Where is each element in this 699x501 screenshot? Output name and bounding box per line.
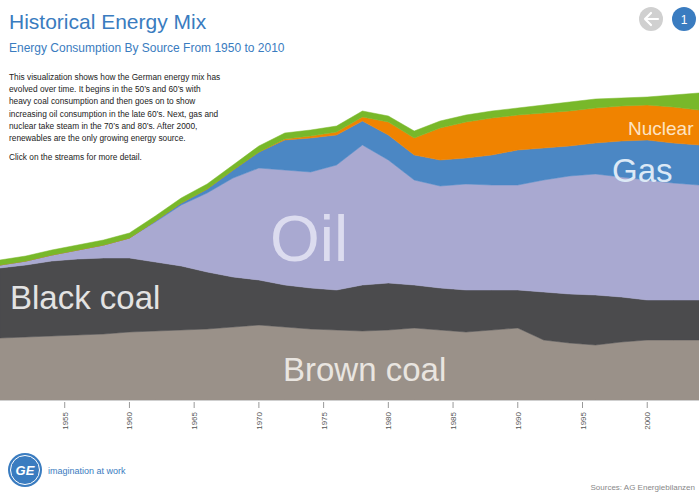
x-tick xyxy=(64,402,65,408)
x-tick-label: 1960 xyxy=(125,411,134,429)
tagline: imagination at work xyxy=(48,466,126,476)
subtitle: Energy Consumption By Source From 1950 t… xyxy=(9,41,285,55)
x-tick xyxy=(388,402,389,408)
x-tick-label: 2000 xyxy=(643,411,652,429)
stream-label: Oil xyxy=(270,203,348,275)
description-line: increasing oil consumption in the late 6… xyxy=(9,109,219,119)
x-tick xyxy=(323,402,324,408)
x-tick-label: 1975 xyxy=(320,411,329,429)
x-tick-label: 1970 xyxy=(255,411,264,429)
stream-label: Brown coal xyxy=(283,351,446,388)
x-tick-label: 1965 xyxy=(190,411,199,429)
x-tick xyxy=(453,402,454,408)
description-line: renewables are the only growing energy s… xyxy=(9,133,186,143)
stream[interactable] xyxy=(0,93,699,265)
back-button[interactable] xyxy=(639,7,663,31)
logo-circle xyxy=(8,453,42,487)
logo: GE xyxy=(16,463,35,478)
note: Click on the streams for more detail. xyxy=(9,152,142,162)
logo-ring xyxy=(11,456,40,485)
x-axis-line xyxy=(0,400,699,401)
streams xyxy=(0,93,699,400)
x-tick-label: 1955 xyxy=(61,411,70,429)
x-tick-label: 1985 xyxy=(449,411,458,429)
stream-label: Black coal xyxy=(10,279,160,316)
back-arrow xyxy=(645,13,658,25)
chart: Historical Energy Mix Energy Consumption … xyxy=(0,0,699,501)
x-tick xyxy=(194,402,195,408)
page-button[interactable] xyxy=(672,7,696,31)
x-tick xyxy=(129,402,130,408)
stream-label: Gas xyxy=(612,152,673,189)
x-tick-label: 1995 xyxy=(579,411,588,429)
source: Sources: AG Energiebilanzen xyxy=(590,483,695,492)
description-line: This visualization shows how the German … xyxy=(9,72,220,82)
x-tick xyxy=(517,402,518,408)
x-tick xyxy=(582,402,583,408)
title: Historical Energy Mix xyxy=(9,10,207,33)
description-line: nuclear take steam in the 70’s and 80’s.… xyxy=(9,121,197,131)
x-tick-label: 1990 xyxy=(514,411,523,429)
stream-label: Nuclear xyxy=(628,118,694,139)
description-line: heavy coal consumption and then goes on … xyxy=(9,96,196,106)
x-tick xyxy=(647,402,648,408)
description-line: evolved over time. It begins in the 50’s… xyxy=(9,84,201,94)
x-tick-label: 1980 xyxy=(384,411,393,429)
x-tick xyxy=(258,402,259,408)
page-number: 1 xyxy=(681,13,688,27)
